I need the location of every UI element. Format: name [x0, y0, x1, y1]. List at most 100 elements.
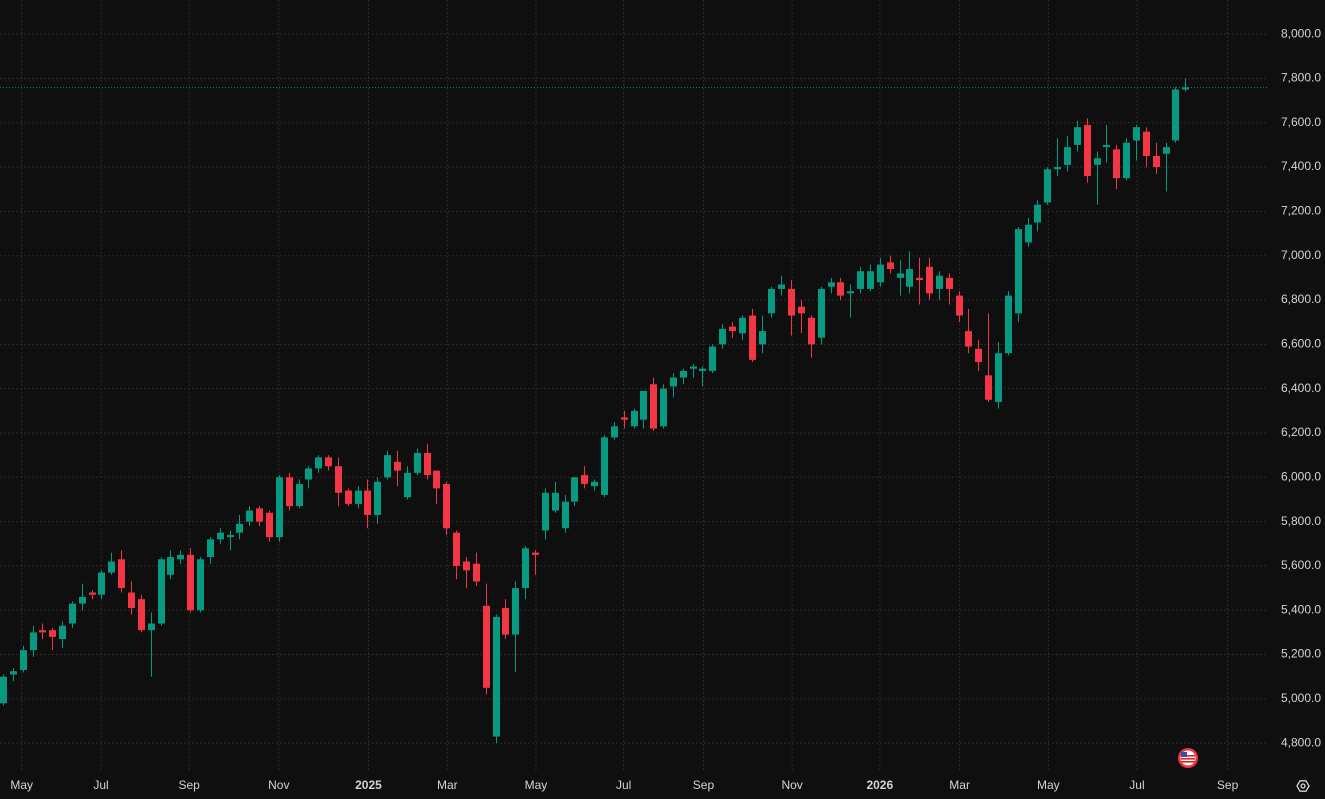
candle-body — [729, 326, 736, 332]
candle-body — [463, 561, 470, 571]
flag-stripe — [1181, 758, 1195, 760]
x-tick-label: Sep — [693, 778, 715, 792]
candle-body — [857, 271, 864, 289]
y-tick-label: 7,600.0 — [1281, 115, 1321, 129]
candle-body — [197, 559, 204, 611]
candle-body — [1094, 158, 1101, 165]
candle-body — [246, 510, 253, 522]
flag-stripe — [1181, 761, 1195, 763]
candle-body — [384, 455, 391, 478]
candle-body — [512, 588, 519, 635]
x-tick-label: Jul — [616, 778, 631, 792]
candle-body — [207, 539, 214, 558]
candle-body — [631, 410, 638, 427]
candle-body — [493, 616, 500, 737]
y-tick-label: 4,800.0 — [1281, 735, 1321, 749]
y-tick-label: 7,200.0 — [1281, 204, 1321, 218]
candle-body — [256, 508, 263, 522]
candle-body — [522, 548, 529, 589]
candles-layer — [0, 78, 1189, 744]
candle-body — [1074, 127, 1081, 145]
candle-body — [30, 632, 37, 651]
candle-body — [847, 291, 854, 294]
y-tick-label: 7,400.0 — [1281, 159, 1321, 173]
candle-body — [611, 426, 618, 438]
settings-icon[interactable] — [1296, 780, 1310, 792]
candle-body — [709, 346, 716, 371]
candle-body — [335, 466, 342, 493]
y-tick-label: 7,800.0 — [1281, 71, 1321, 85]
candle-body — [1084, 124, 1091, 176]
candle-body — [936, 275, 943, 289]
candle-body — [906, 269, 913, 287]
candle-body — [975, 348, 982, 363]
candle-body — [965, 331, 972, 347]
x-tick-label: May — [525, 778, 548, 792]
candle-body — [591, 481, 598, 487]
x-tick-label: Jul — [93, 778, 108, 792]
candle-body — [177, 554, 184, 560]
candle-body — [877, 264, 884, 283]
country-flag-icon[interactable] — [1178, 748, 1198, 768]
candle-body — [1015, 229, 1022, 314]
candle-body — [837, 282, 844, 296]
y-tick-label: 6,200.0 — [1281, 425, 1321, 439]
candle-body — [473, 563, 480, 582]
x-tick-label: Nov — [781, 778, 802, 792]
candle-body — [798, 306, 805, 314]
candle-body — [1153, 155, 1160, 168]
candle-body — [897, 273, 904, 278]
candle-body — [355, 490, 362, 504]
candle-body — [1044, 169, 1051, 203]
x-tick-label: May — [10, 778, 33, 792]
candle-body — [690, 366, 697, 369]
candle-body — [956, 295, 963, 316]
candle-body — [552, 492, 559, 511]
candle-body — [453, 532, 460, 566]
candle-body — [296, 483, 303, 507]
candle-body — [867, 271, 874, 289]
candle-body — [995, 353, 1002, 402]
candle-body — [1133, 127, 1140, 141]
candle-body — [315, 457, 322, 469]
candle-body — [59, 625, 66, 640]
candle-body — [404, 472, 411, 498]
x-tick-label: Nov — [268, 778, 289, 792]
candle-body — [128, 592, 135, 609]
candle-body — [532, 552, 539, 555]
candle-body — [1172, 89, 1179, 141]
candle-body — [502, 608, 509, 635]
candle-body — [424, 452, 431, 476]
candle-body — [1054, 167, 1061, 170]
candle-body — [699, 368, 706, 371]
candle-body — [621, 417, 628, 420]
flag-stripe — [1181, 755, 1195, 757]
candle-body — [118, 559, 125, 589]
candle-body — [1123, 142, 1130, 179]
candle-body — [374, 481, 381, 515]
candle-body — [985, 375, 992, 400]
candle-body — [759, 331, 766, 345]
y-tick-label: 8,000.0 — [1281, 26, 1321, 40]
candle-body — [167, 557, 174, 575]
candle-body — [10, 671, 17, 675]
y-tick-label: 6,000.0 — [1281, 469, 1321, 483]
candle-body — [650, 384, 657, 429]
candle-body — [98, 572, 105, 595]
candle-body — [1143, 131, 1150, 156]
candle-body — [345, 490, 352, 504]
candle-body — [414, 452, 421, 473]
candle-body — [79, 596, 86, 604]
x-tick-label: Mar — [437, 778, 458, 792]
settings-dot — [1300, 783, 1306, 789]
candle-body — [325, 457, 332, 467]
x-tick-label: May — [1037, 778, 1060, 792]
candle-body — [305, 468, 312, 480]
y-tick-label: 6,600.0 — [1281, 337, 1321, 351]
candle-body — [640, 390, 647, 420]
y-tick-label: 6,800.0 — [1281, 292, 1321, 306]
candle-body — [433, 470, 440, 489]
candle-body — [828, 282, 835, 287]
candle-body — [1163, 147, 1170, 154]
